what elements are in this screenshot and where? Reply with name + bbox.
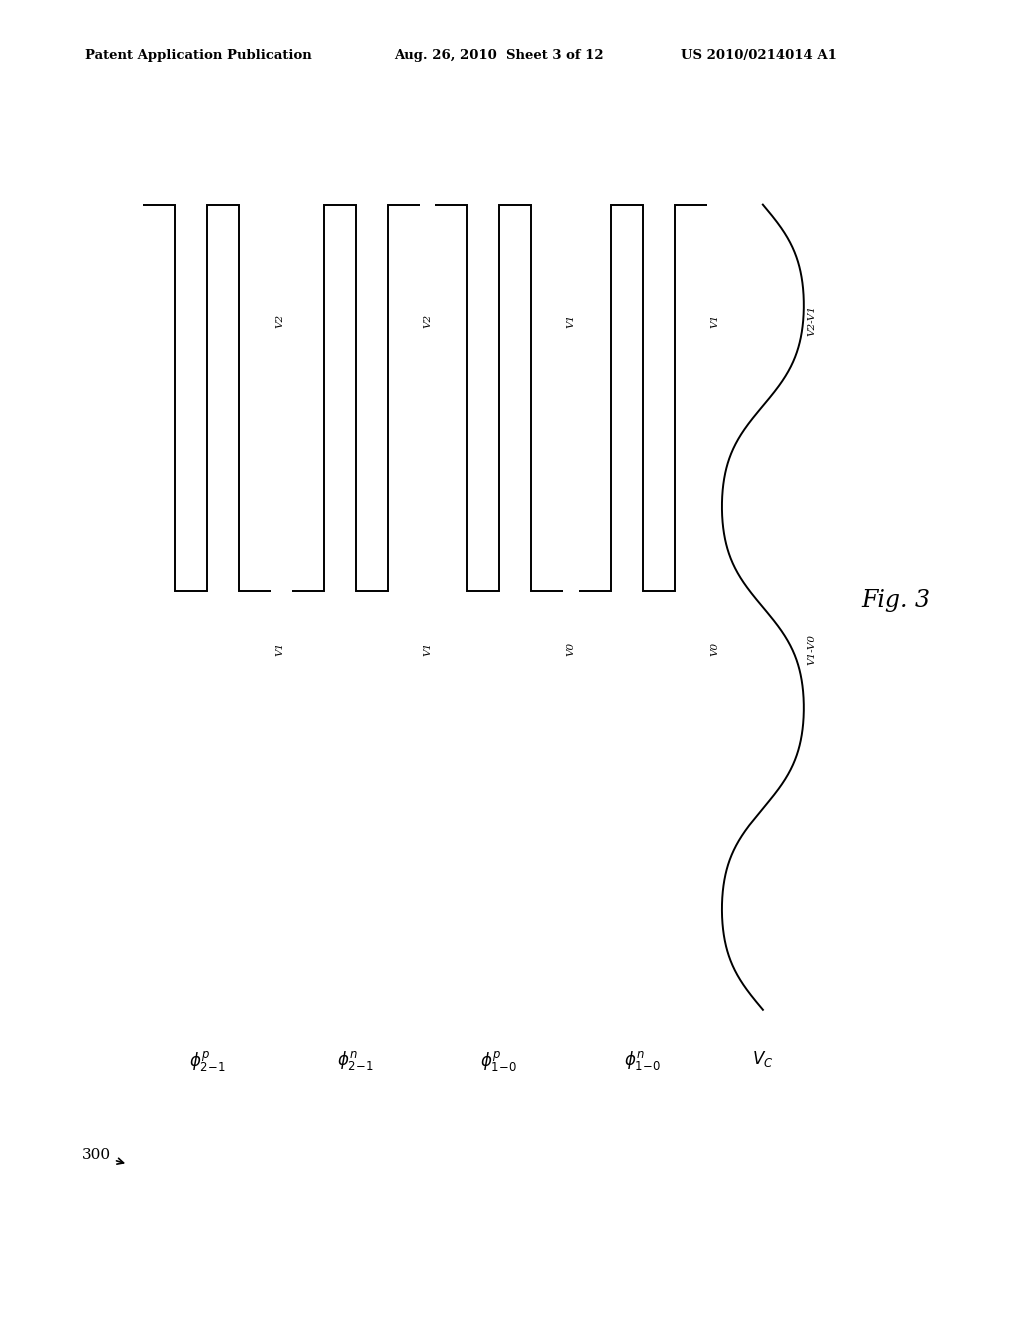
Text: US 2010/0214014 A1: US 2010/0214014 A1 [681, 49, 837, 62]
Text: V0: V0 [711, 642, 719, 656]
Text: V2: V2 [275, 313, 284, 327]
Text: V1: V1 [711, 313, 719, 327]
Text: V2: V2 [424, 313, 432, 327]
Text: V0: V0 [567, 642, 575, 656]
Text: $V_C$: $V_C$ [753, 1049, 773, 1069]
Text: V1: V1 [567, 313, 575, 327]
Text: $\phi^n_{1\!-\!0}$: $\phi^n_{1\!-\!0}$ [624, 1049, 662, 1072]
Text: $\phi^n_{2\!-\!1}$: $\phi^n_{2\!-\!1}$ [337, 1049, 375, 1072]
Text: Fig. 3: Fig. 3 [861, 589, 931, 612]
Text: $\phi^p_{1\!-\!0}$: $\phi^p_{1\!-\!0}$ [480, 1049, 518, 1074]
Text: $\phi^p_{2\!-\!1}$: $\phi^p_{2\!-\!1}$ [188, 1049, 226, 1074]
Text: V1: V1 [424, 642, 432, 656]
Text: V1: V1 [275, 642, 284, 656]
Text: Aug. 26, 2010  Sheet 3 of 12: Aug. 26, 2010 Sheet 3 of 12 [394, 49, 604, 62]
Text: Patent Application Publication: Patent Application Publication [85, 49, 311, 62]
Text: 300: 300 [82, 1148, 124, 1164]
Text: V2-V1: V2-V1 [808, 305, 816, 337]
Text: V1-V0: V1-V0 [808, 634, 816, 664]
